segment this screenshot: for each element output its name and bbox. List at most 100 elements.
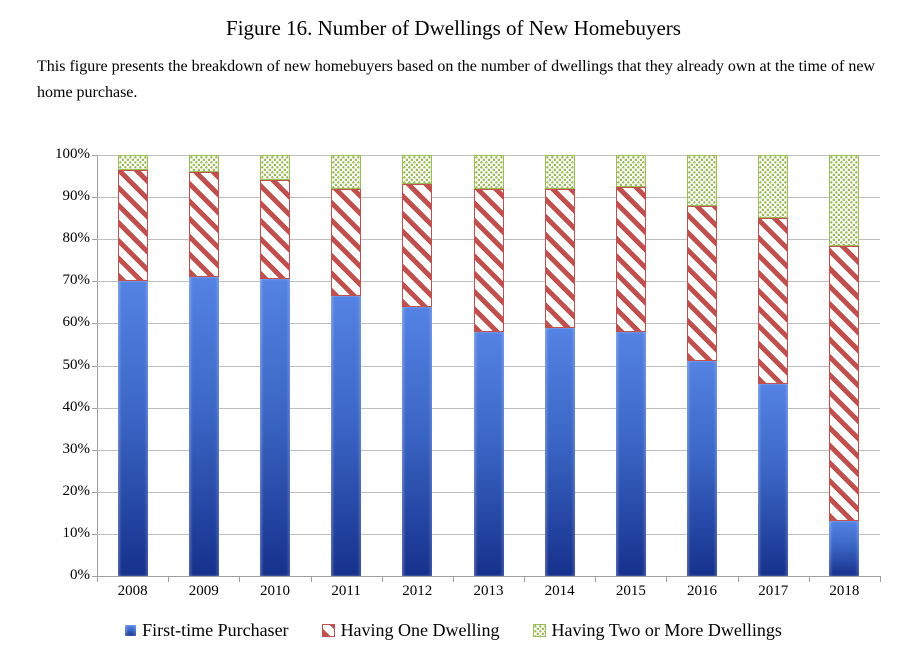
plot-area (97, 155, 880, 576)
bar-segment-2011-series1 (331, 296, 362, 576)
y-tick-mark (92, 155, 97, 156)
bar-segment-2011-series2 (331, 188, 362, 297)
y-axis-label: 30% (62, 440, 91, 457)
stacked-bar-2016 (687, 155, 718, 576)
y-axis-label: 40% (62, 398, 91, 415)
x-tick-mark (310, 577, 312, 582)
x-axis-label-2010: 2010 (259, 583, 290, 599)
bar-segment-2017-series1 (758, 384, 789, 576)
x-tick-mark (737, 577, 739, 582)
x-tick-mark (595, 577, 597, 582)
bar-segment-2016-series1 (687, 361, 718, 576)
bar-segment-2013-series2 (473, 188, 504, 332)
bar-segment-2017-series2 (758, 218, 789, 385)
bar-segment-2010-series3 (259, 155, 290, 181)
x-tick-mark (880, 577, 881, 582)
x-axis-line (92, 576, 881, 577)
x-tick-mark (808, 577, 810, 582)
y-axis-label: 20% (62, 482, 91, 499)
x-tick-mark (381, 577, 383, 582)
y-tick-mark (92, 281, 97, 283)
legend-swatch-green-dots (532, 623, 546, 637)
bar-segment-2008-series2 (117, 169, 148, 282)
bar-segment-2013-series1 (473, 331, 504, 576)
stacked-bar-2010 (259, 155, 290, 576)
x-axis-label-2009: 2009 (188, 583, 219, 599)
y-axis-line (97, 155, 98, 581)
stacked-bar-2014 (544, 155, 575, 576)
x-axis-label-2016: 2016 (687, 583, 718, 599)
stacked-bar-2018 (829, 155, 860, 576)
stacked-bar-2013 (473, 155, 504, 576)
figure-title: Figure 16. Number of Dwellings of New Ho… (226, 16, 681, 40)
stacked-bar-2015 (615, 155, 646, 576)
bar-segment-2018-series1 (829, 521, 860, 576)
y-tick-mark (92, 407, 97, 409)
bar-segment-2012-series2 (402, 184, 433, 307)
legend-item-series2: Having One Dwelling (321, 619, 500, 641)
x-tick-mark (452, 577, 454, 582)
legend-item-series1: First-time Purchaser (125, 619, 289, 641)
x-axis-label-2008: 2008 (117, 583, 148, 599)
x-axis-label-2014: 2014 (544, 583, 575, 599)
stacked-bar-2011 (331, 155, 362, 576)
bar-segment-2014-series1 (544, 327, 575, 576)
legend-swatch-red-diagonal-stripes (321, 623, 335, 637)
y-tick-mark (92, 323, 97, 325)
legend-label: Having Two or More Dwellings (551, 620, 782, 640)
y-axis-label: 10% (62, 524, 91, 541)
stacked-bar-2012 (402, 155, 433, 576)
y-axis-label: 100% (55, 146, 90, 162)
bar-segment-2011-series3 (331, 155, 362, 189)
bar-segment-2014-series2 (544, 188, 575, 328)
stacked-bar-2008 (117, 155, 148, 576)
bar-segment-2008-series1 (117, 281, 148, 576)
x-axis-label-2012: 2012 (402, 583, 433, 599)
bar-segment-2009-series1 (188, 277, 219, 576)
y-axis-label: 70% (62, 272, 91, 289)
bar-segment-2015-series2 (615, 186, 646, 332)
bar-segment-2018-series2 (829, 245, 860, 522)
stacked-bar-2009 (188, 155, 219, 576)
x-axis-label-2018: 2018 (829, 583, 860, 599)
bar-segment-2012-series3 (402, 155, 433, 185)
bar-segment-2009-series3 (188, 155, 219, 172)
bar-segment-2014-series3 (544, 155, 575, 189)
chart-legend: First-time Purchaser Having One Dwelling H… (0, 616, 907, 644)
y-axis-label: 50% (62, 356, 91, 373)
x-tick-mark (524, 577, 526, 582)
x-tick-mark (97, 577, 98, 582)
figure-description: This figure presents the breakdown of ne… (37, 58, 875, 101)
bar-segment-2010-series2 (259, 180, 290, 280)
bar-segment-2016-series3 (687, 155, 718, 206)
y-tick-mark (92, 239, 97, 241)
y-tick-mark (92, 491, 97, 493)
x-axis-label-2015: 2015 (615, 583, 646, 599)
y-axis-label: 0% (70, 567, 90, 583)
bar-segment-2013-series3 (473, 155, 504, 189)
y-tick-mark (92, 197, 97, 199)
bar-segment-2009-series2 (188, 171, 219, 278)
legend-swatch-solid-blue (125, 624, 137, 636)
bar-segment-2008-series3 (117, 155, 148, 170)
bar-segment-2010-series1 (259, 279, 290, 576)
bar-segment-2012-series1 (402, 306, 433, 576)
legend-item-series3: Having Two or More Dwellings (532, 619, 782, 641)
bar-segment-2016-series2 (687, 205, 718, 362)
y-axis-label: 60% (62, 314, 91, 331)
x-axis-label-2013: 2013 (473, 583, 504, 599)
y-axis-label: 90% (62, 188, 91, 205)
y-tick-mark (92, 365, 97, 367)
x-tick-mark (168, 577, 170, 582)
y-tick-mark (92, 576, 97, 577)
x-tick-mark (239, 577, 241, 582)
stacked-bar-2017 (758, 155, 789, 576)
bar-segment-2015-series1 (615, 331, 646, 576)
x-tick-mark (666, 577, 668, 582)
y-tick-mark (92, 533, 97, 535)
legend-label: Having One Dwelling (340, 620, 500, 640)
bar-segment-2017-series3 (758, 155, 789, 219)
bar-segment-2018-series3 (829, 155, 860, 246)
bar-segment-2015-series3 (615, 155, 646, 187)
